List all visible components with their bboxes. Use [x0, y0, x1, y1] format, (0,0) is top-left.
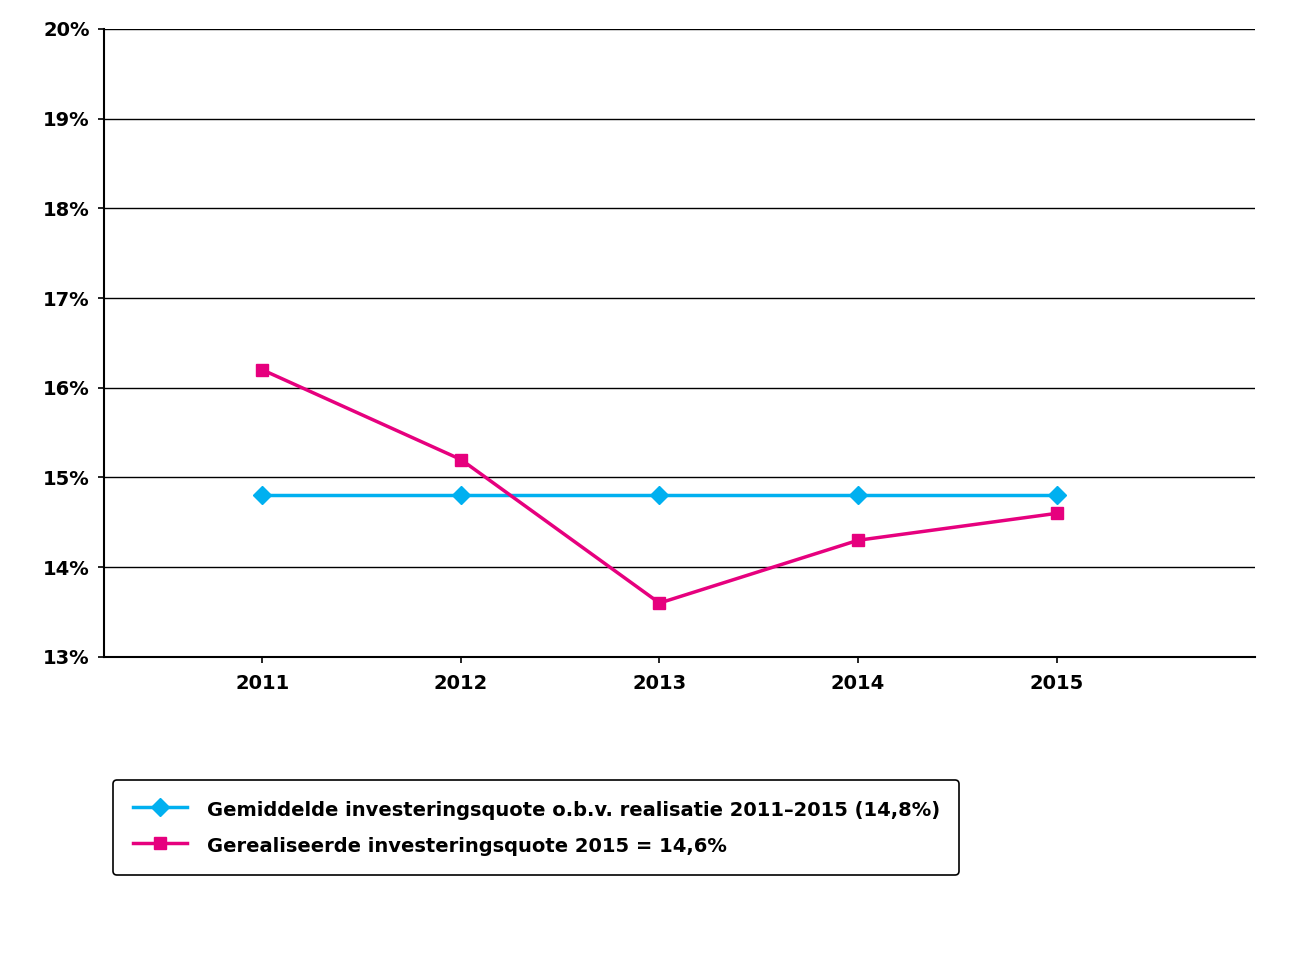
Legend: Gemiddelde investeringsquote o.b.v. realisatie 2011–2015 (14,8%), Gerealiseerde : Gemiddelde investeringsquote o.b.v. real…: [114, 780, 959, 875]
